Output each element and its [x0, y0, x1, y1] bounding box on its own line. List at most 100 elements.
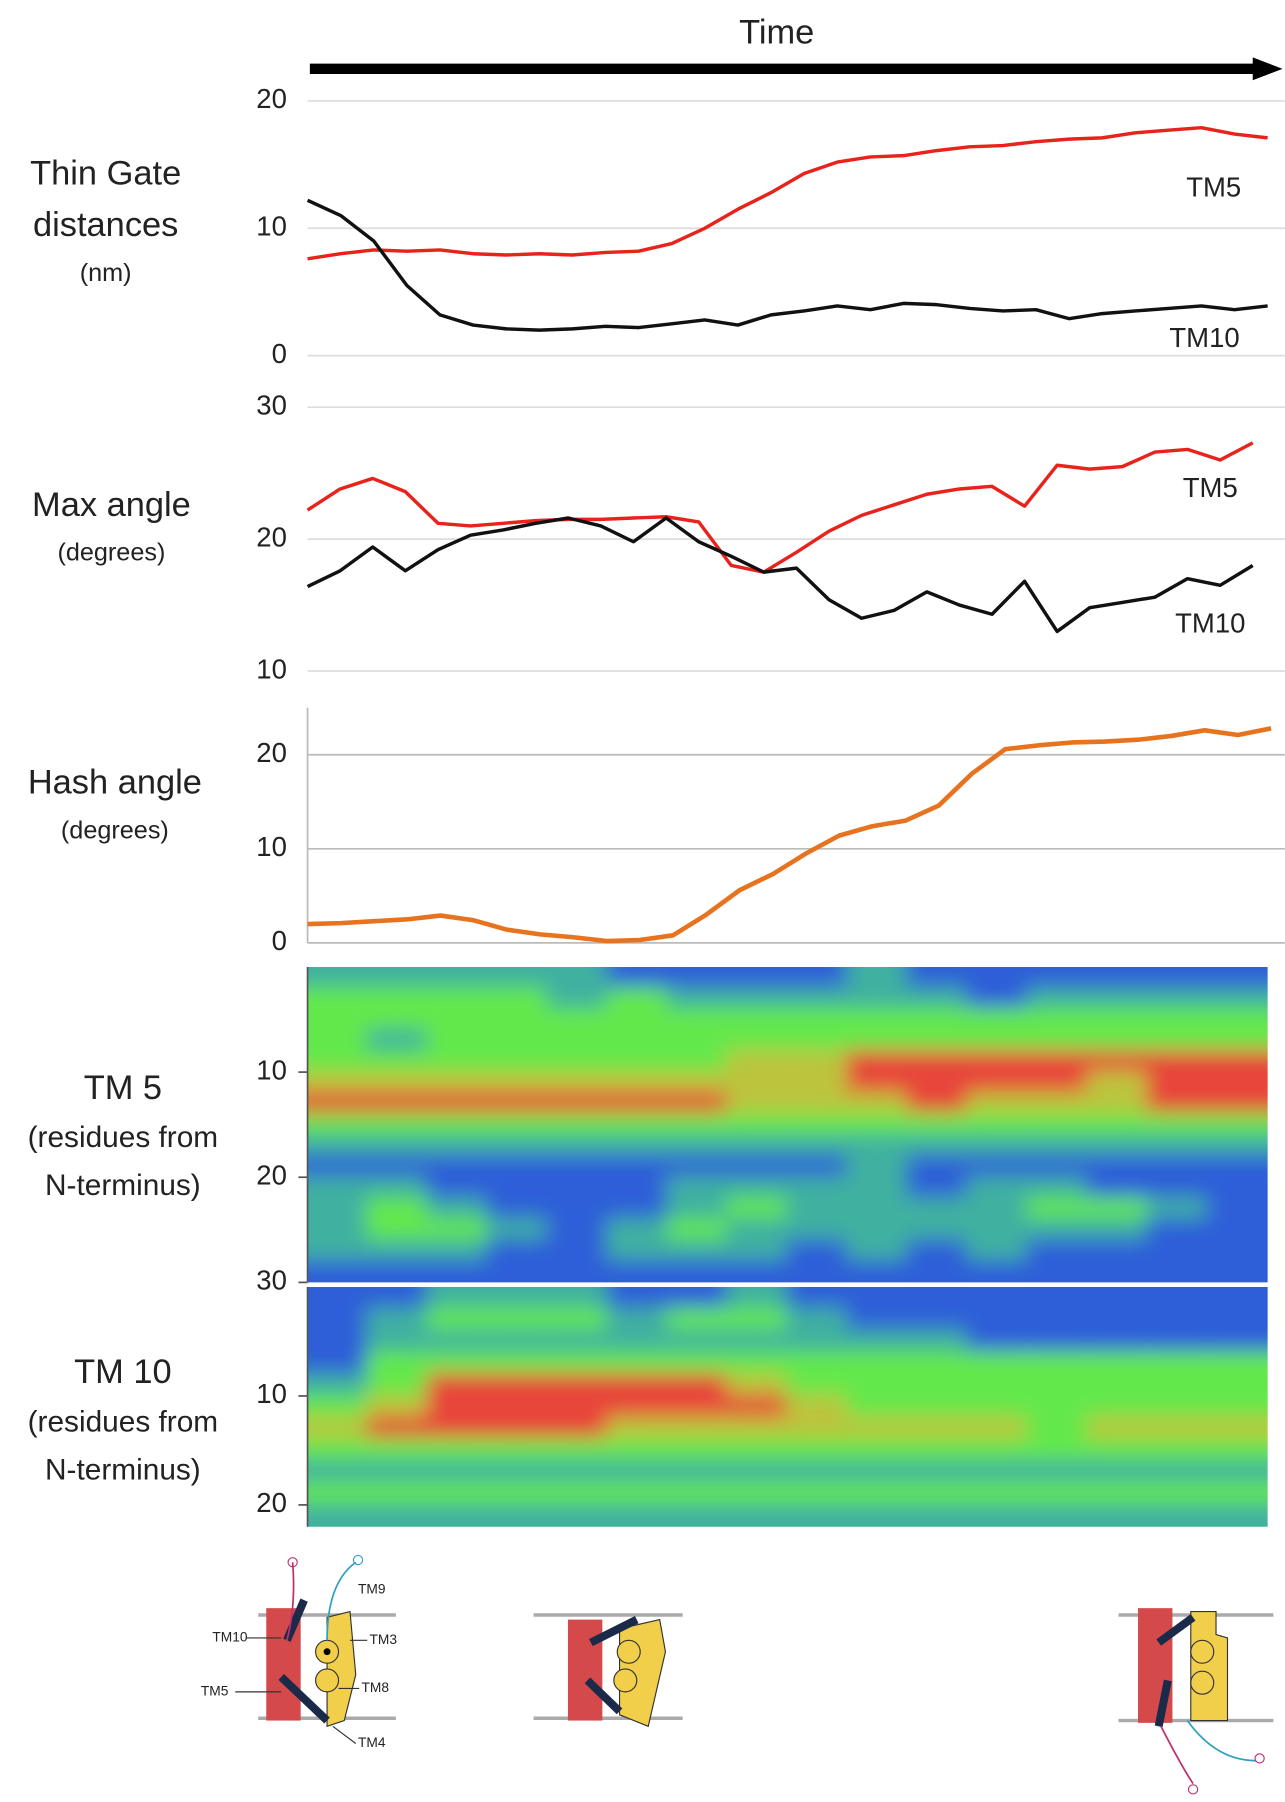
heatmap-cell [486, 1460, 549, 1485]
heatmap-cell [606, 1394, 669, 1419]
heatmap-cell [366, 1134, 429, 1158]
heatmap-cell [846, 966, 909, 990]
heatmap-cell [1086, 1155, 1149, 1179]
heatmap-cell [426, 986, 489, 1011]
heatmap-cell [366, 1091, 429, 1116]
heatmap-cell [1206, 1351, 1268, 1376]
heatmap-cell [786, 1070, 849, 1095]
heatmap-cell [546, 1394, 609, 1419]
heatmap-cell [426, 1049, 489, 1074]
heatmap-cell [1206, 1049, 1268, 1074]
heatmap-cell [1026, 1239, 1089, 1263]
heatmap-cell [1146, 1155, 1209, 1179]
heatmap-cell [486, 1091, 549, 1116]
heatmap-cell [1086, 1481, 1149, 1507]
heatmap-cell [1146, 1113, 1209, 1137]
heatmap-cell [1026, 1351, 1089, 1376]
heatmap-cell [966, 1239, 1029, 1263]
heatmap-cell [726, 1481, 789, 1507]
heatmap-cell [1026, 1155, 1089, 1179]
y-tick-label: 30 [256, 389, 287, 420]
heatmap-cell [1146, 1049, 1209, 1074]
heatmap-cell [906, 1028, 969, 1053]
heatmap-cell [666, 1503, 729, 1527]
y-axis-label: Max angle [32, 486, 191, 524]
heatmap-cell [366, 1307, 429, 1332]
heatmap-cell [846, 1134, 909, 1158]
heatmap-cell [366, 1049, 429, 1074]
heatmap-cell [906, 1197, 969, 1221]
heatmap-cell [1086, 1307, 1149, 1332]
heatmap-cell [1086, 1218, 1149, 1242]
heatmap-cell [846, 1481, 909, 1507]
heatmap-cell [606, 1373, 669, 1398]
heatmap-cell [307, 1307, 369, 1332]
heatmap [307, 966, 1268, 1283]
heatmap-cell [1026, 986, 1089, 1011]
heatmap-cell [426, 1351, 489, 1376]
heatmap-cell [786, 1218, 849, 1242]
time-arrowhead [1252, 57, 1283, 81]
diagram-label: TM8 [361, 1680, 389, 1695]
heatmap-cell [1026, 1416, 1089, 1441]
heatmap-cell [726, 1307, 789, 1332]
heatmap-cell [666, 1218, 729, 1242]
heatmap-cell [426, 1155, 489, 1179]
heatmap-cell [786, 1113, 849, 1137]
heatmap-cell [846, 1260, 909, 1283]
heatmap-cell [426, 1239, 489, 1263]
heatmap-cell [666, 1307, 729, 1332]
heatmap-cell [846, 1028, 909, 1053]
heatmap-cell [666, 1176, 729, 1200]
heatmap-cell [486, 1218, 549, 1242]
heatmap-cell [726, 1049, 789, 1074]
heatmap-cell [486, 966, 549, 990]
heatmap-cell [966, 1460, 1029, 1485]
heatmap-cell [426, 1481, 489, 1507]
heatmap-cell [307, 1218, 369, 1242]
heatmap-cell [606, 1351, 669, 1376]
heatmap-cell [426, 1503, 489, 1527]
heatmap-cell [307, 1197, 369, 1221]
heatmap-cell [726, 1394, 789, 1419]
heatmap-cell [606, 1049, 669, 1074]
heatmap-cell [307, 1113, 369, 1137]
heatmap-cell [307, 1134, 369, 1158]
heatmap-cell [1206, 1460, 1268, 1485]
heatmap-cell [546, 1007, 609, 1032]
heatmap-cell [966, 1416, 1029, 1441]
heatmap-cell [486, 1394, 549, 1419]
heatmap-cell [606, 1239, 669, 1263]
heatmap-cell [546, 1460, 609, 1485]
heatmap-cell [966, 1503, 1029, 1527]
heatmap-cell [366, 1373, 429, 1398]
heatmap-cell [966, 1197, 1029, 1221]
heatmap-cell [486, 1176, 549, 1200]
heatmap-cell [846, 1307, 909, 1332]
heatmap-cell [307, 986, 369, 1011]
heatmap-cell [1206, 1438, 1268, 1463]
heatmap-cell [666, 1394, 729, 1419]
heatmap-cell [1146, 1218, 1209, 1242]
heatmap-cell [1146, 1416, 1209, 1441]
heatmap-cell [486, 1239, 549, 1263]
heatmap-cell [1086, 1329, 1149, 1354]
heatmap-cell [1026, 1091, 1089, 1116]
heatmap-cell [906, 1394, 969, 1419]
heatmap-cell [486, 1197, 549, 1221]
heatmap-cell [666, 1197, 729, 1221]
heatmap-cell [546, 1329, 609, 1354]
heatmap-cell [366, 1460, 429, 1485]
heatmap-cell [726, 1007, 789, 1032]
heatmap-cell [1146, 1007, 1209, 1032]
heatmap-cell [1146, 1307, 1209, 1332]
heatmap-cell [786, 1134, 849, 1158]
heatmap-cell [1026, 1307, 1089, 1332]
cartoon-2 [533, 1613, 683, 1728]
heatmap-cell [426, 1134, 489, 1158]
heatmap-cell [307, 1460, 369, 1485]
heatmap-cell [366, 1416, 429, 1441]
heatmap-cell [546, 1113, 609, 1137]
heatmap-cell [546, 1155, 609, 1179]
y-tick-label: 20 [256, 521, 287, 552]
